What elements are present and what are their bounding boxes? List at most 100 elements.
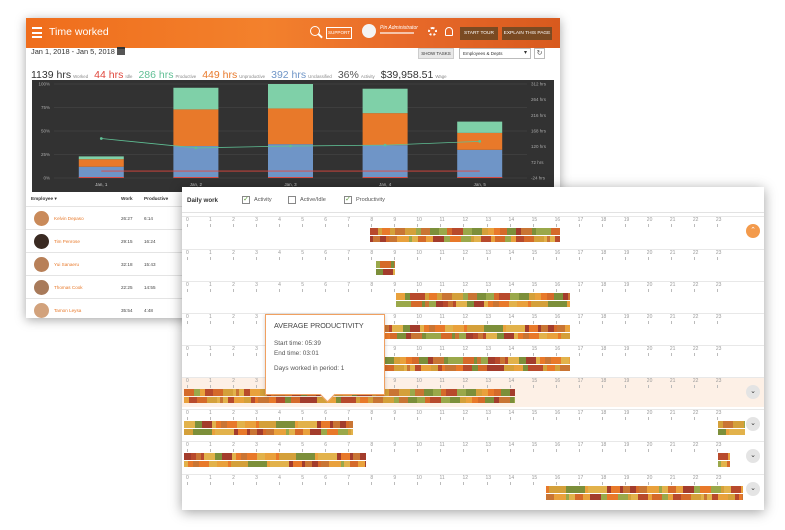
activity-bar[interactable] (396, 293, 570, 300)
activity-bar[interactable] (718, 429, 745, 435)
hour-label: 2 (232, 442, 235, 448)
employee-name[interactable]: Yui Sanaeru (54, 262, 80, 267)
hour-tick (187, 482, 188, 485)
hour-tick (417, 289, 419, 292)
expand-icon[interactable]: ⌄ (746, 417, 760, 431)
expand-icon[interactable]: ⌄ (746, 449, 760, 463)
active-idle-label: Active/Idle (300, 197, 326, 203)
hour-tick (187, 321, 188, 324)
menu-icon[interactable] (32, 27, 42, 39)
support-button[interactable]: SUPPORT (326, 27, 352, 39)
activity-bar[interactable] (546, 494, 743, 500)
expand-icon[interactable]: ⌄ (746, 385, 760, 399)
hour-tick (371, 257, 373, 260)
start-tour-button[interactable]: START TOUR (460, 27, 498, 40)
hour-tick (394, 417, 396, 420)
activity-bar[interactable] (370, 236, 560, 242)
hour-tick (325, 417, 327, 420)
hour-tick (532, 321, 534, 324)
hour-label: 6 (324, 475, 328, 481)
activity-bar[interactable] (384, 325, 570, 332)
date-range[interactable]: Jan 1, 2018 - Jan 5, 2018 (31, 47, 115, 56)
employee-name[interactable]: Tamon Leysa (54, 308, 82, 313)
activity-bar[interactable] (184, 397, 515, 403)
expand-icon[interactable]: ⌄ (746, 482, 760, 496)
activity-bar[interactable] (184, 429, 353, 435)
activity-bar[interactable] (376, 261, 395, 268)
hour-label: 21 (669, 250, 676, 256)
hour-tick (256, 321, 258, 324)
collapse-icon[interactable]: ⌃ (746, 224, 760, 238)
activity-bar[interactable] (718, 453, 730, 460)
hour-label: 2 (232, 282, 235, 288)
stat-value: 1139 hrs (31, 69, 72, 81)
hour-label: 18 (600, 314, 607, 320)
stat-3: 449 hrs Unproductive (202, 65, 265, 83)
hour-tick (509, 353, 511, 356)
activity-bar[interactable] (718, 461, 730, 467)
explain-page-button[interactable]: EXPLAIN THIS PAGE (502, 27, 552, 40)
user-subtitle (380, 32, 414, 34)
hour-label: 3 (255, 378, 258, 384)
hour-tick (693, 353, 695, 356)
table-row[interactable]: Yui Sanaeru 32:18 15:43 (26, 252, 206, 276)
hour-tick (394, 353, 396, 356)
hour-tick (647, 482, 649, 485)
activity-bar[interactable] (184, 461, 366, 467)
activity-label: Activity (254, 197, 272, 203)
show-tasks-button[interactable]: SHOW TASKS (418, 48, 454, 59)
productivity-checkbox[interactable]: ✓ (344, 196, 352, 204)
hour-tick (509, 257, 511, 260)
employee-name[interactable]: Tim Penrose (54, 239, 80, 244)
gear-icon[interactable] (428, 27, 437, 36)
activity-bar[interactable] (370, 228, 560, 235)
hour-tick (463, 417, 465, 420)
hour-label: 9 (393, 250, 397, 256)
hour-tick (670, 321, 672, 324)
activity-bar[interactable] (376, 269, 395, 275)
x-tick: Jan, 4 (379, 182, 392, 187)
search-icon[interactable] (310, 26, 320, 36)
y-left-tick: 75% (41, 105, 50, 110)
user-avatar[interactable] (362, 24, 376, 38)
calendar-icon[interactable] (117, 47, 125, 55)
table-row[interactable]: Tamon Leysa 35:54 4:48 (26, 298, 206, 318)
hour-tick (716, 482, 718, 485)
hour-label: 23 (715, 346, 722, 352)
notification-icon[interactable] (445, 27, 453, 36)
employee-column-header[interactable]: Employee (31, 196, 54, 201)
activity-bar[interactable] (718, 421, 745, 428)
activity-checkbox[interactable]: ✓ (242, 196, 250, 204)
activity-bar[interactable] (184, 453, 366, 460)
hour-tick (670, 257, 672, 260)
employee-name[interactable]: Thomas Cook (54, 285, 83, 290)
hour-label: 10 (416, 475, 422, 481)
employee-select[interactable]: Employees & Depts (459, 48, 531, 59)
active-idle-checkbox[interactable] (288, 196, 296, 204)
activity-bar[interactable] (546, 486, 743, 493)
table-row[interactable]: Tim Penrose 29:15 16:24 (26, 229, 206, 253)
hour-tick (187, 449, 188, 452)
hour-tick (486, 321, 488, 324)
activity-bar[interactable] (396, 301, 570, 307)
hour-label: 12 (462, 250, 469, 256)
hour-label: 21 (669, 442, 676, 448)
y-left-tick: 25% (41, 152, 50, 157)
hour-label: 8 (370, 217, 374, 223)
employee-name[interactable]: Kelvin Depaso (54, 216, 84, 221)
activity-bar[interactable] (184, 421, 353, 428)
hour-tick (233, 353, 235, 356)
work-column-header[interactable]: Work (121, 196, 133, 201)
refresh-icon[interactable]: ↻ (534, 48, 545, 59)
table-row[interactable]: Thomas Cook 22:25 14:55 (26, 275, 206, 299)
productive-column-header[interactable]: Productive (144, 196, 169, 201)
activity-bar[interactable] (384, 365, 570, 371)
hour-tick (463, 385, 465, 388)
user-name[interactable]: Pin Administrator (380, 25, 418, 31)
activity-bar[interactable] (384, 333, 570, 339)
top-bar: Time worked SUPPORT Pin Administrator ST… (26, 18, 560, 48)
hour-tick (440, 321, 442, 324)
activity-bar[interactable] (384, 357, 570, 364)
hour-label: 20 (646, 475, 653, 481)
table-row[interactable]: Kelvin Depaso 26:27 6:14 (26, 206, 206, 230)
